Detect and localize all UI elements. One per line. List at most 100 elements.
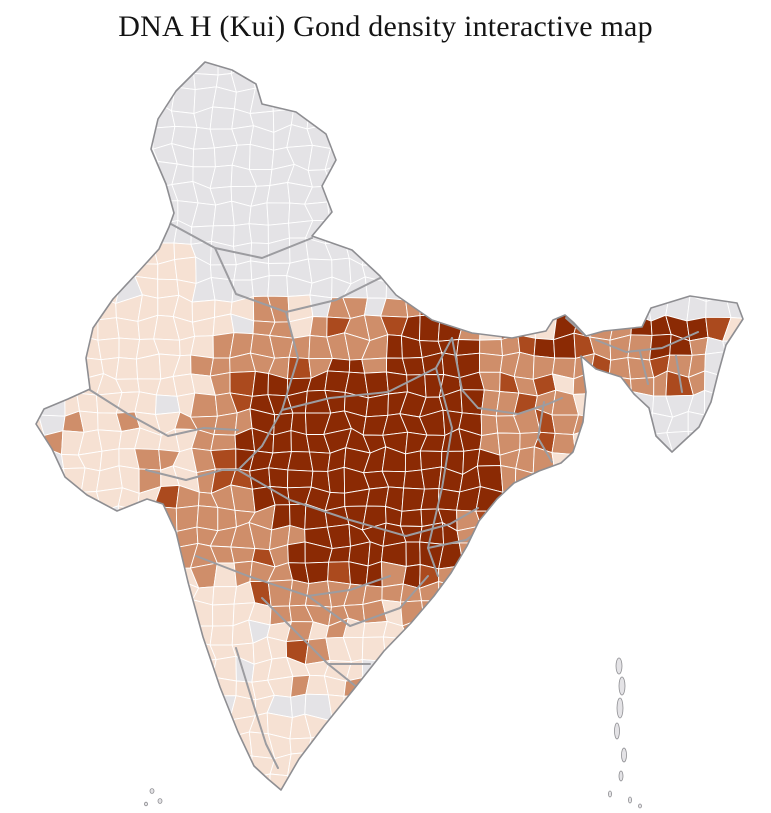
district[interactable] — [268, 467, 289, 489]
district[interactable] — [192, 147, 216, 168]
district[interactable] — [421, 600, 445, 619]
district[interactable] — [403, 469, 425, 490]
district[interactable] — [326, 201, 350, 222]
district[interactable] — [533, 314, 558, 341]
district[interactable] — [76, 313, 99, 341]
district[interactable] — [190, 392, 218, 418]
district[interactable] — [385, 277, 407, 301]
district[interactable] — [327, 561, 351, 585]
district[interactable] — [666, 430, 690, 456]
district[interactable] — [306, 107, 329, 130]
district[interactable] — [287, 775, 309, 797]
district[interactable] — [269, 773, 295, 797]
district[interactable] — [267, 275, 289, 297]
district[interactable] — [210, 448, 237, 470]
district[interactable] — [382, 636, 409, 662]
district[interactable] — [401, 357, 426, 376]
district[interactable] — [230, 484, 256, 513]
district[interactable] — [366, 486, 390, 507]
district[interactable] — [209, 106, 235, 130]
district[interactable] — [631, 298, 652, 322]
district[interactable] — [190, 354, 214, 377]
district[interactable] — [211, 655, 237, 682]
district[interactable] — [97, 337, 120, 361]
district[interactable] — [266, 182, 291, 204]
district[interactable] — [287, 451, 314, 472]
district[interactable] — [287, 356, 312, 380]
district[interactable] — [287, 541, 306, 564]
district[interactable] — [480, 414, 499, 437]
district[interactable] — [229, 370, 256, 397]
district[interactable] — [190, 625, 214, 646]
district[interactable] — [362, 675, 388, 702]
district[interactable] — [230, 546, 256, 564]
district[interactable] — [230, 52, 254, 74]
district[interactable] — [381, 583, 404, 603]
district[interactable] — [380, 561, 407, 588]
district[interactable] — [400, 509, 423, 527]
district[interactable] — [686, 316, 709, 342]
district[interactable] — [248, 223, 269, 245]
district[interactable] — [76, 392, 99, 414]
district[interactable] — [304, 561, 330, 585]
district[interactable] — [231, 731, 253, 757]
district[interactable] — [348, 561, 369, 587]
district[interactable] — [608, 357, 631, 380]
district[interactable] — [96, 505, 120, 524]
district[interactable] — [551, 452, 580, 474]
district[interactable] — [248, 202, 269, 226]
district[interactable] — [361, 238, 390, 266]
district[interactable] — [405, 541, 421, 567]
district[interactable] — [326, 185, 350, 207]
district[interactable] — [420, 488, 440, 510]
district[interactable] — [365, 393, 389, 418]
district[interactable] — [627, 334, 653, 361]
district[interactable] — [361, 357, 388, 374]
district[interactable] — [212, 586, 237, 606]
district[interactable] — [608, 375, 632, 392]
district[interactable] — [171, 110, 198, 128]
district[interactable] — [551, 432, 577, 456]
districts-layer[interactable] — [21, 49, 746, 797]
district[interactable] — [115, 357, 139, 380]
district[interactable] — [532, 470, 556, 490]
district[interactable] — [134, 448, 162, 471]
district[interactable] — [456, 339, 481, 356]
district[interactable] — [419, 296, 447, 317]
district[interactable] — [309, 451, 331, 472]
district[interactable] — [250, 242, 269, 264]
district[interactable] — [155, 394, 181, 415]
district[interactable] — [213, 412, 238, 436]
district[interactable] — [251, 370, 269, 397]
district[interactable] — [704, 413, 731, 434]
district[interactable] — [209, 625, 234, 646]
district[interactable] — [478, 352, 503, 373]
district[interactable] — [212, 603, 235, 627]
district[interactable] — [210, 434, 237, 452]
district[interactable] — [287, 469, 314, 489]
district[interactable] — [97, 429, 122, 452]
district[interactable] — [633, 412, 653, 436]
district[interactable] — [309, 316, 328, 338]
district[interactable] — [266, 202, 291, 226]
district[interactable] — [327, 466, 346, 494]
district[interactable] — [196, 505, 219, 532]
district[interactable] — [212, 313, 235, 337]
district[interactable] — [137, 161, 159, 189]
district[interactable] — [458, 316, 481, 341]
district[interactable] — [419, 315, 441, 342]
district[interactable] — [328, 545, 351, 563]
district[interactable] — [97, 317, 120, 341]
district[interactable] — [404, 450, 422, 473]
district[interactable] — [231, 753, 253, 779]
district[interactable] — [190, 335, 214, 359]
district[interactable] — [212, 200, 235, 227]
district[interactable] — [133, 127, 154, 150]
district[interactable] — [704, 389, 731, 416]
district[interactable] — [115, 317, 141, 340]
district[interactable] — [324, 219, 348, 244]
district[interactable] — [386, 334, 403, 359]
district[interactable] — [687, 411, 712, 434]
